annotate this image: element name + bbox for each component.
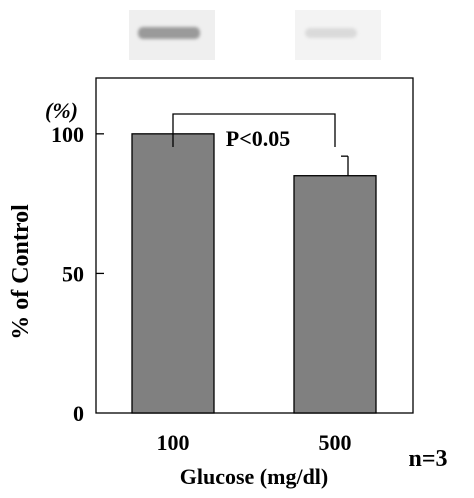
x-axis-title: Glucose (mg/dl) bbox=[180, 464, 329, 489]
n-label: n=3 bbox=[408, 446, 447, 472]
blot-band-1 bbox=[138, 27, 200, 39]
plot-frame bbox=[95, 77, 414, 414]
blot-band-2 bbox=[305, 28, 357, 38]
y-axis: 0 50 100 bbox=[51, 122, 104, 426]
bar-500 bbox=[293, 175, 377, 414]
significance-label: P<0.05 bbox=[226, 126, 290, 151]
significance-bracket: P<0.05 bbox=[172, 113, 336, 151]
unit-label: (%) bbox=[45, 98, 78, 123]
bars bbox=[131, 133, 377, 414]
y-tick-label: 100 bbox=[51, 122, 84, 147]
y-tick-label: 0 bbox=[73, 401, 84, 426]
blot-panel bbox=[129, 10, 381, 60]
x-axis: 100 500 bbox=[157, 430, 352, 455]
bar-100 bbox=[131, 133, 215, 414]
y-axis-title: % of Control bbox=[8, 204, 34, 340]
y-tick-label: 50 bbox=[62, 261, 84, 286]
bracket-line bbox=[172, 113, 336, 147]
x-tick-label: 500 bbox=[319, 430, 352, 455]
x-tick-label: 100 bbox=[157, 430, 190, 455]
